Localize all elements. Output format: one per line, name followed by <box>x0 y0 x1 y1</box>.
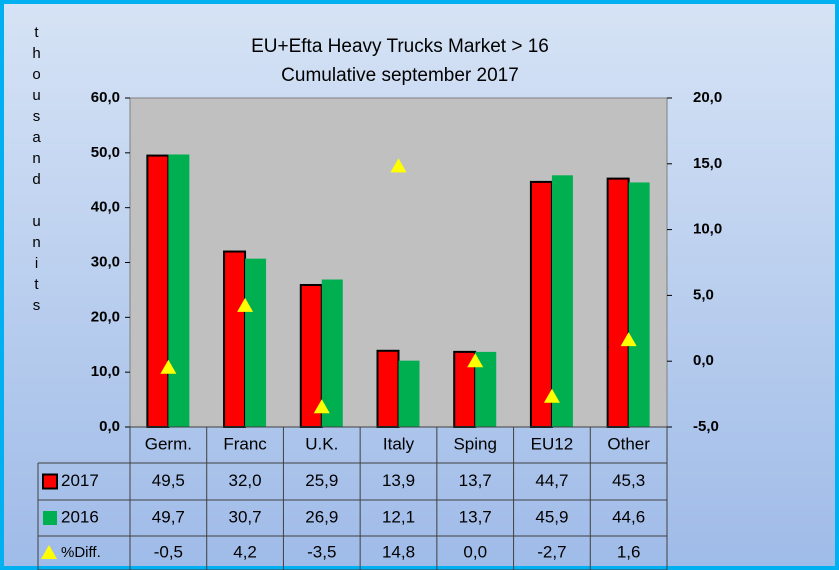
diff-marker <box>237 297 254 312</box>
legend-label: 2017 <box>61 471 99 490</box>
y2-tick-label: 15,0 <box>693 155 722 172</box>
bar <box>606 177 630 428</box>
chart-title: EU+Efta Heavy Trucks Market > 16 <box>251 36 549 57</box>
y-tick-label: 50,0 <box>91 144 120 161</box>
y-tick-label: 20,0 <box>91 308 120 325</box>
y-tick-label: 30,0 <box>91 253 120 270</box>
x-tick-label: Italy <box>383 434 415 453</box>
table-value: 13,9 <box>382 471 415 490</box>
diff-marker <box>467 353 484 368</box>
y-tick-label: 10,0 <box>91 363 120 380</box>
table-value: -2,7 <box>537 542 566 561</box>
bar <box>551 175 573 427</box>
bar <box>168 154 190 427</box>
y-tick-label: 60,0 <box>91 89 120 106</box>
table-value: 13,7 <box>459 471 492 490</box>
bar <box>245 258 267 427</box>
x-tick-label: Other <box>607 434 650 453</box>
table-value: 45,3 <box>612 471 645 490</box>
x-tick-label: U.K. <box>305 434 338 453</box>
legend-key <box>42 473 58 490</box>
bar <box>376 349 400 429</box>
legend-label: 2016 <box>61 507 99 526</box>
x-tick-label: Sping <box>453 434 496 453</box>
legend-key <box>43 511 57 525</box>
table-value: 25,9 <box>305 471 338 490</box>
bar <box>529 180 553 428</box>
y2-tick-label: 10,0 <box>693 221 722 238</box>
legend-key <box>41 545 57 559</box>
table-value: 32,0 <box>229 471 262 490</box>
diff-marker <box>543 388 560 403</box>
y2-tick-label: 20,0 <box>693 89 722 106</box>
table-value: 26,9 <box>305 507 338 526</box>
bar <box>628 182 650 427</box>
bar <box>398 360 420 427</box>
bar <box>146 154 170 428</box>
table-value: 4,2 <box>233 542 257 561</box>
chart-subtitle: Cumulative september 2017 <box>281 65 519 86</box>
legend-label: %Diff. <box>61 544 101 561</box>
table-value: 1,6 <box>617 542 641 561</box>
diff-marker <box>313 399 330 414</box>
bar <box>321 279 343 427</box>
table-value: 13,7 <box>459 507 492 526</box>
y2-tick-label: 0,0 <box>693 352 714 369</box>
bar <box>475 351 497 427</box>
table-value: 45,9 <box>535 507 568 526</box>
bar <box>223 250 247 428</box>
table-value: 0,0 <box>463 542 487 561</box>
y-tick-label: 0,0 <box>99 418 120 435</box>
y-axis-label: thousand units <box>28 24 45 318</box>
table-value: 44,7 <box>535 471 568 490</box>
table-value: 44,6 <box>612 507 645 526</box>
table-value: 49,7 <box>152 507 185 526</box>
table-value: 12,1 <box>382 507 415 526</box>
table-value: 14,8 <box>382 542 415 561</box>
table-value: 30,7 <box>229 507 262 526</box>
y-tick-label: 40,0 <box>91 199 120 216</box>
y2-tick-label: -5,0 <box>693 418 719 435</box>
table-value: -0,5 <box>154 542 183 561</box>
x-tick-label: Franc <box>223 434 267 453</box>
table-value: -3,5 <box>307 542 336 561</box>
y2-tick-label: 5,0 <box>693 286 714 303</box>
x-tick-label: Germ. <box>145 434 192 453</box>
diff-marker <box>390 158 407 173</box>
x-tick-label: EU12 <box>531 434 574 453</box>
diff-marker <box>160 359 177 374</box>
table-value: 49,5 <box>152 471 185 490</box>
diff-marker <box>620 332 637 347</box>
